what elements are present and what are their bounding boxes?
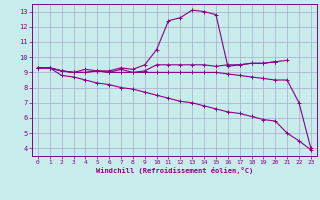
X-axis label: Windchill (Refroidissement éolien,°C): Windchill (Refroidissement éolien,°C): [96, 167, 253, 174]
